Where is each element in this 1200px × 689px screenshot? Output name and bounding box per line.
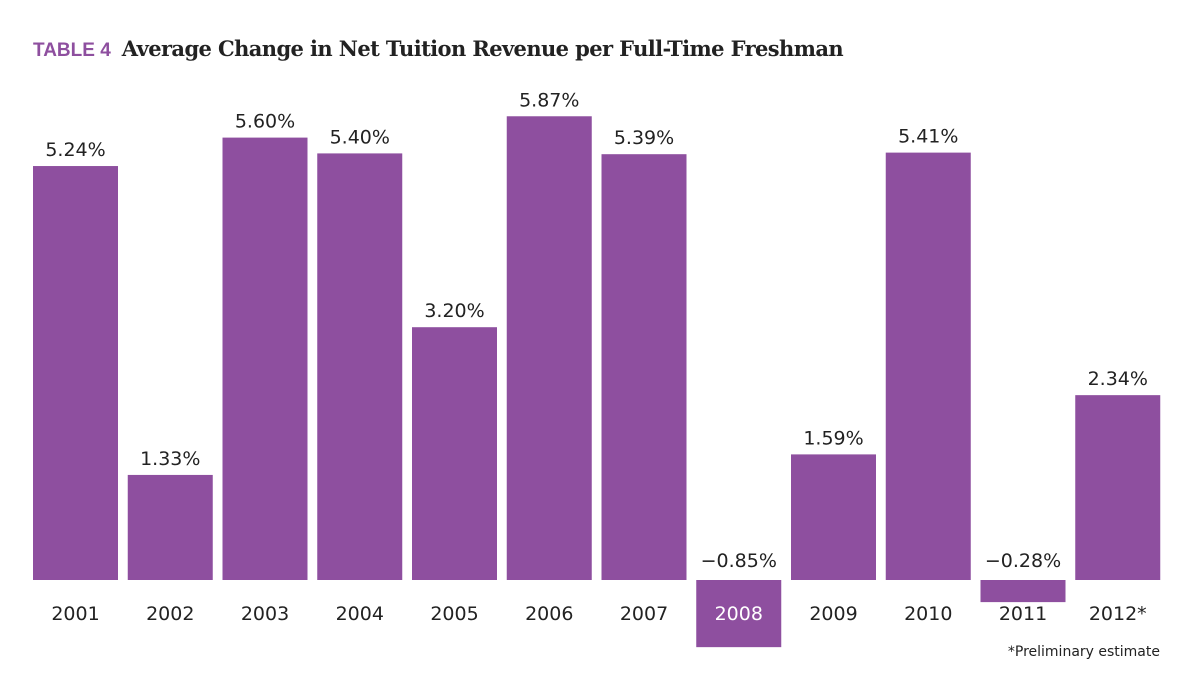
data-label: 5.41% [898, 126, 958, 148]
data-label: 1.59% [803, 427, 863, 449]
data-label: 5.60% [235, 111, 295, 133]
x-tick-label: 2006 [525, 603, 573, 625]
x-tick-label: 2010 [904, 603, 952, 625]
x-tick-label: 2005 [430, 603, 478, 625]
x-tick-label: 2008 [715, 603, 763, 625]
x-tick-label: 2011 [999, 603, 1047, 625]
x-tick-label: 2001 [51, 603, 99, 625]
bar-2005 [412, 327, 497, 580]
data-label: 1.33% [140, 448, 200, 470]
bar-2006 [506, 116, 592, 581]
bar-2001 [33, 166, 118, 581]
x-tick-label: 2004 [336, 603, 384, 625]
bar-2008 [696, 580, 782, 648]
x-tick-label: 2012* [1089, 603, 1147, 625]
title-tag: TABLE 4 [33, 40, 111, 61]
title-text: Average Change in Net Tuition Revenue pe… [121, 36, 844, 61]
bar-2011 [980, 580, 1066, 603]
bar-2010 [885, 152, 971, 581]
bar-2009 [791, 454, 876, 580]
data-label: −0.85% [701, 550, 777, 572]
bar-2002 [127, 474, 213, 580]
chart-title: TABLE 4 Average Change in Net Tuition Re… [33, 36, 844, 62]
data-label: 5.40% [330, 126, 390, 148]
bar-2004 [317, 153, 403, 580]
x-tick-label: 2009 [809, 603, 857, 625]
bar-2003 [222, 137, 308, 580]
data-label: 3.20% [424, 300, 484, 322]
bar-2007 [601, 154, 687, 580]
bar-2012 [1075, 395, 1161, 580]
x-tick-label: 2007 [620, 603, 668, 625]
data-label: 2.34% [1088, 368, 1148, 390]
x-tick-label: 2003 [241, 603, 289, 625]
data-label: 5.39% [614, 127, 674, 149]
data-label: −0.28% [985, 550, 1061, 572]
x-tick-label: 2002 [146, 603, 194, 625]
data-label: 5.24% [45, 139, 105, 161]
data-label: 5.87% [519, 89, 579, 111]
footnote: *Preliminary estimate [1007, 644, 1160, 660]
